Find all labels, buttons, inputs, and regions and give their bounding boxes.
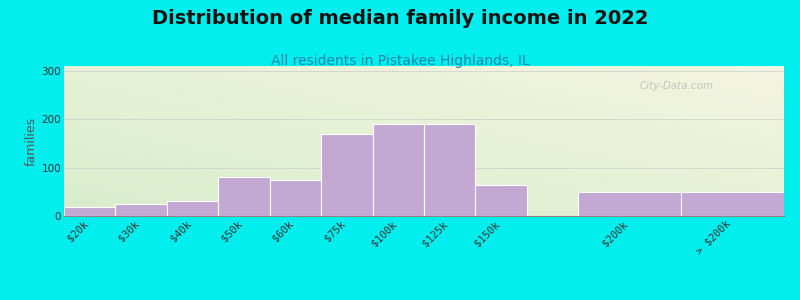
- Bar: [681, 192, 784, 216]
- Bar: [115, 204, 167, 216]
- Bar: [373, 124, 424, 216]
- Bar: [64, 207, 115, 216]
- Bar: [321, 134, 373, 216]
- Bar: [218, 177, 270, 216]
- Bar: [424, 124, 475, 216]
- Y-axis label: families: families: [25, 116, 38, 166]
- Bar: [167, 200, 218, 216]
- Bar: [578, 192, 681, 216]
- Bar: [270, 180, 321, 216]
- Text: City-Data.com: City-Data.com: [640, 81, 714, 91]
- Text: All residents in Pistakee Highlands, IL: All residents in Pistakee Highlands, IL: [270, 54, 530, 68]
- Bar: [475, 184, 527, 216]
- Text: Distribution of median family income in 2022: Distribution of median family income in …: [152, 9, 648, 28]
